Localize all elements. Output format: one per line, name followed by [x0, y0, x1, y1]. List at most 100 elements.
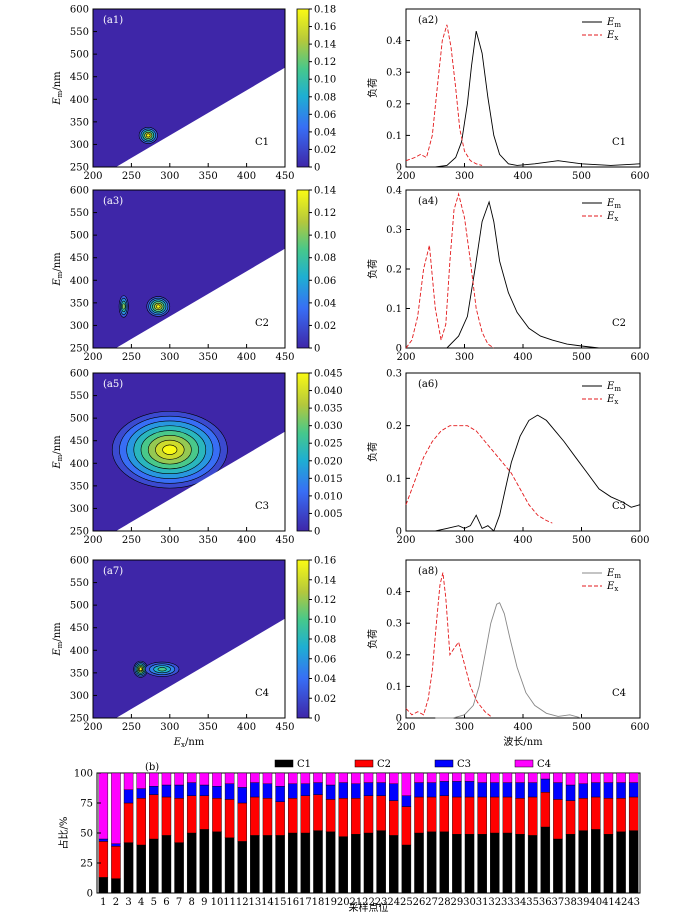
bar-segment-c4: [426, 772, 437, 783]
bar-segment-c2: [174, 798, 184, 843]
x-axis-label: 波长/nm: [503, 735, 543, 748]
colorbar-tick-label: 0.08: [314, 253, 336, 264]
colorbar-tick-label: 0.02: [314, 145, 336, 156]
x-tick-label: 350: [199, 535, 218, 546]
colorbar-tick-label: 0.14: [314, 186, 336, 197]
x-tick-label: 25: [400, 897, 413, 908]
bar-segment-c4: [578, 772, 588, 785]
bar-segment-c1: [287, 832, 298, 894]
legend-label: Ex: [606, 30, 618, 42]
bar-segment-c1: [161, 835, 172, 894]
bar-segment-c1: [490, 832, 500, 894]
bar-segment-c4: [540, 772, 551, 780]
bar-segment-c2: [325, 799, 336, 833]
bar-segment-c2: [199, 795, 210, 830]
bar-segment-c3: [401, 795, 412, 807]
plot-frame: [405, 559, 641, 719]
colorbar-tick-label: 0.035: [314, 404, 343, 415]
bar-segment-c3: [98, 838, 109, 842]
bar-segment-c2: [477, 796, 487, 835]
bar-segment-c4: [628, 772, 639, 783]
x-tick-label: 250: [122, 535, 141, 546]
y-tick-label: 0.1: [386, 304, 402, 315]
bar-segment-c2: [313, 794, 323, 831]
bar-segment-c1: [376, 830, 386, 894]
bar-segment-c2: [212, 798, 222, 833]
colorbar-tick-label: 0.08: [314, 92, 336, 103]
x-tick-label: 300: [160, 352, 179, 363]
bar-segment-c1: [389, 835, 399, 894]
bar-segment-c4: [452, 772, 462, 782]
legend-label: Ex: [606, 211, 618, 223]
bar-segment-c3: [123, 789, 134, 804]
bar-segment-c1: [186, 832, 197, 894]
x-tick-label: 500: [572, 171, 591, 182]
x-tick-label: 250: [122, 171, 141, 182]
legend-label: C2: [377, 759, 391, 770]
x-tick-label: 39: [577, 897, 590, 908]
y-tick-label: 600: [70, 556, 89, 567]
bar-segment-c2: [527, 796, 538, 836]
y-axis-label: 负荷: [366, 78, 379, 98]
bar-segment-c3: [628, 782, 639, 798]
y-tick-label: 0: [87, 889, 93, 900]
legend-label: C4: [537, 759, 551, 770]
bar-segment-c4: [287, 772, 298, 785]
legend-label: Em: [606, 198, 621, 210]
bar-segment-c4: [224, 772, 235, 785]
bar-segment-c3: [338, 782, 348, 799]
x-tick-label: 200: [396, 352, 415, 363]
y-tick-label: 0.3: [386, 68, 402, 79]
colorbar-tick-label: 0.10: [314, 231, 336, 242]
bar-segment-c1: [603, 834, 614, 894]
bar-segment-c4: [111, 772, 121, 845]
colorbar-tick-label: 0.04: [314, 127, 336, 138]
x-tick-label: 38: [564, 897, 577, 908]
heatmap-panel-a1: 200 250 300 350 400 4502503003504004505005506…: [52, 5, 336, 183]
colorbar-tick-label: 0.005: [314, 509, 343, 520]
y-tick-label: 250: [70, 527, 89, 538]
y-tick-label: 350: [70, 298, 89, 309]
y-tick-label: 0.3: [386, 225, 402, 236]
y-tick-label: 100: [74, 769, 93, 780]
bar-segment-c2: [389, 800, 399, 836]
bar-segment-c1: [628, 830, 639, 894]
x-tick-label: 300: [160, 535, 179, 546]
blank-region: [116, 248, 285, 348]
bar-segment-c1: [136, 844, 146, 894]
bar-segment-c1: [199, 829, 210, 894]
component-label: C3: [612, 501, 626, 512]
bar-segment-c1: [553, 838, 563, 894]
colorbar-tick-label: 0.14: [314, 575, 336, 586]
y-tick-label: 75: [80, 799, 93, 810]
panel-label: (a2): [418, 15, 438, 26]
bar-segment-c4: [161, 772, 172, 786]
contour-ring: [162, 444, 178, 455]
x-tick-label: 450: [275, 535, 294, 546]
bar-segment-c1: [464, 834, 475, 894]
colorbar-tick-label: 0.08: [314, 635, 336, 646]
x-tick-label: 400: [513, 352, 532, 363]
bar-segment-c4: [313, 772, 323, 783]
colorbar-tick-label: 0.020: [314, 456, 343, 467]
plot-frame: [92, 189, 286, 349]
colorbar-tick-label: 0.06: [314, 110, 336, 121]
y-tick-label: 300: [70, 140, 89, 151]
x-tick-label: 4: [138, 897, 144, 908]
legend-label: Ex: [606, 394, 618, 406]
x-tick-label: 200: [396, 535, 415, 546]
x-tick-label: 42: [615, 897, 628, 908]
x-tick-label: 2: [113, 897, 119, 908]
y-tick-label: 500: [70, 414, 89, 425]
x-tick-label: 12: [236, 897, 249, 908]
x-tick-label: 32: [488, 897, 501, 908]
bar-segment-c3: [477, 782, 487, 798]
y-tick-label: 550: [70, 578, 89, 589]
bar-segment-c4: [174, 772, 184, 786]
series-line-em: [435, 30, 641, 168]
colorbar-tick-label: 0: [314, 344, 320, 355]
legend-label: Ex: [606, 581, 618, 593]
